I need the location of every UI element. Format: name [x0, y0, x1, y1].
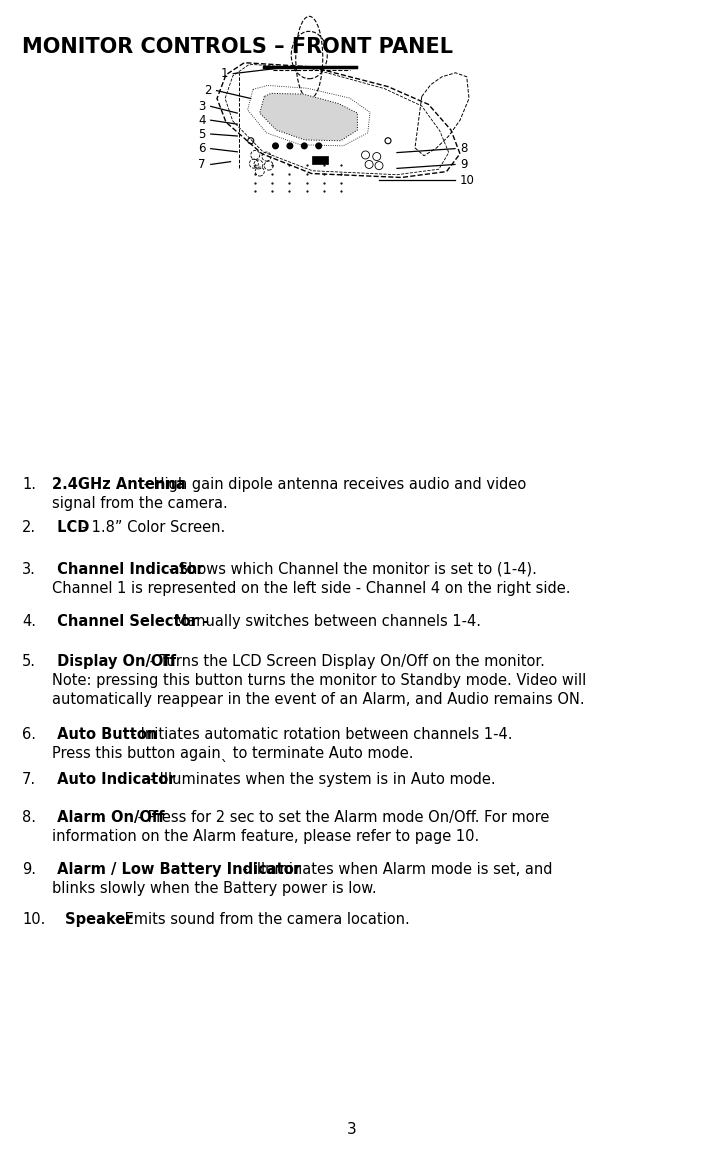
Text: - Turns the LCD Screen Display On/Off on the monitor.: - Turns the LCD Screen Display On/Off on…: [145, 654, 545, 669]
Text: - 1.8” Color Screen.: - 1.8” Color Screen.: [77, 521, 225, 535]
Text: Alarm / Low Battery Indicator: Alarm / Low Battery Indicator: [52, 862, 301, 877]
Text: - Illuminates when the system is in Auto mode.: - Illuminates when the system is in Auto…: [145, 772, 496, 787]
Text: Alarm On/Off: Alarm On/Off: [52, 810, 165, 825]
Text: 5: 5: [198, 128, 206, 141]
Text: Auto Button: Auto Button: [52, 727, 157, 743]
Text: - Initiates automatic rotation between channels 1-4.: - Initiates automatic rotation between c…: [127, 727, 513, 743]
Text: blinks slowly when the Battery power is low.: blinks slowly when the Battery power is …: [52, 881, 377, 896]
Text: Channel Indicator: Channel Indicator: [52, 562, 204, 578]
Polygon shape: [259, 93, 357, 141]
Text: 3.: 3.: [22, 562, 36, 578]
Text: - High gain dipole antenna receives audio and video: - High gain dipole antenna receives audi…: [138, 476, 526, 492]
Text: Manually switches between channels 1-4.: Manually switches between channels 1-4.: [170, 614, 481, 629]
Circle shape: [287, 143, 292, 149]
Text: 2.: 2.: [22, 521, 36, 535]
Text: 3: 3: [198, 100, 206, 113]
Text: 10.: 10.: [22, 912, 46, 927]
Text: 2: 2: [204, 84, 212, 98]
Text: 4: 4: [198, 114, 206, 127]
Text: Display On/Off: Display On/Off: [52, 654, 176, 669]
Text: 8.: 8.: [22, 810, 36, 825]
Text: 9.: 9.: [22, 862, 36, 877]
Text: 6: 6: [198, 142, 206, 156]
Text: - Shows which Channel the monitor is set to (1-4).: - Shows which Channel the monitor is set…: [164, 562, 536, 578]
Text: 5.: 5.: [22, 654, 36, 669]
Text: - Press for 2 sec to set the Alarm mode On/Off. For more: - Press for 2 sec to set the Alarm mode …: [133, 810, 549, 825]
Text: Speaker: Speaker: [60, 912, 133, 927]
Text: - Emits sound from the camera location.: - Emits sound from the camera location.: [110, 912, 409, 927]
Text: Channel 1 is represented on the left side - Channel 4 on the right side.: Channel 1 is represented on the left sid…: [52, 581, 571, 596]
Circle shape: [273, 143, 278, 149]
Text: 1: 1: [221, 67, 228, 80]
Text: 4.: 4.: [22, 614, 36, 629]
Circle shape: [302, 143, 307, 149]
Text: 2.4GHz Antenna: 2.4GHz Antenna: [52, 476, 186, 492]
Text: Auto Indicator: Auto Indicator: [52, 772, 176, 787]
Text: signal from the camera.: signal from the camera.: [52, 496, 228, 511]
Text: automatically reappear in the event of an Alarm, and Audio remains ON.: automatically reappear in the event of a…: [52, 691, 585, 706]
Text: Channel Selector -: Channel Selector -: [52, 614, 209, 629]
Text: 1.: 1.: [22, 476, 36, 492]
Text: 3: 3: [347, 1122, 356, 1136]
Text: 9: 9: [460, 158, 467, 171]
Text: LCD: LCD: [52, 521, 89, 535]
Text: information on the Alarm feature, please refer to page 10.: information on the Alarm feature, please…: [52, 829, 479, 844]
Text: 10: 10: [460, 174, 475, 187]
Text: - Illuminates when Alarm mode is set, and: - Illuminates when Alarm mode is set, an…: [238, 862, 553, 877]
Text: 8: 8: [460, 142, 467, 156]
Circle shape: [316, 143, 321, 149]
Polygon shape: [313, 156, 328, 164]
Text: 7.: 7.: [22, 772, 36, 787]
Text: Note: pressing this button turns the monitor to Standby mode. Video will: Note: pressing this button turns the mon…: [52, 673, 586, 688]
Text: 7: 7: [198, 158, 206, 171]
Text: MONITOR CONTROLS – FRONT PANEL: MONITOR CONTROLS – FRONT PANEL: [22, 37, 453, 57]
Text: 6.: 6.: [22, 727, 36, 743]
Text: Press this button againˎ to terminate Auto mode.: Press this button againˎ to terminate Au…: [52, 746, 413, 762]
